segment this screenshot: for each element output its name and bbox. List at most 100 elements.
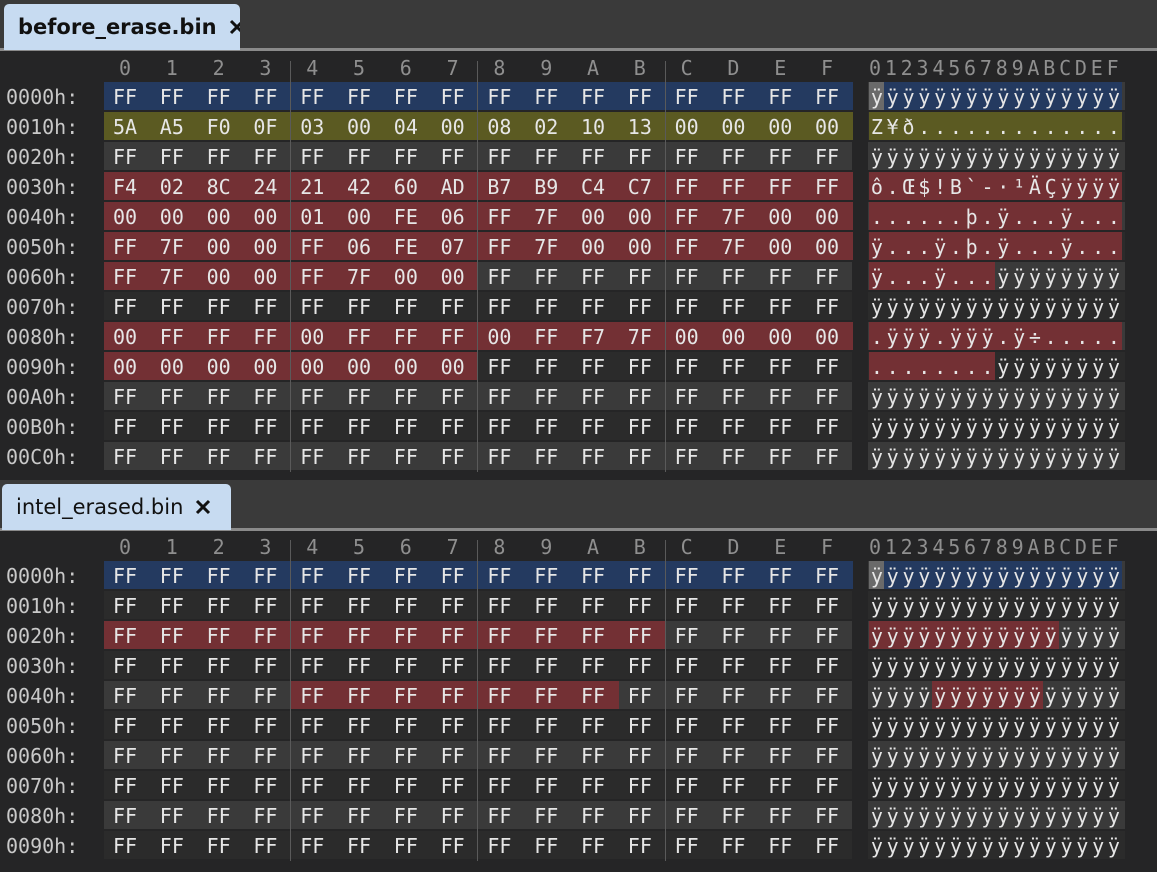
byte[interactable]: FF: [253, 654, 278, 678]
byte[interactable]: FF: [440, 564, 465, 588]
byte[interactable]: FF: [768, 415, 793, 439]
byte[interactable]: FF: [253, 385, 278, 409]
byte[interactable]: 00: [721, 325, 746, 349]
byte[interactable]: FF: [534, 415, 559, 439]
byte[interactable]: FF: [113, 774, 138, 798]
byte[interactable]: FF: [440, 774, 465, 798]
byte[interactable]: FF: [815, 804, 840, 828]
byte[interactable]: FF: [581, 445, 606, 469]
byte[interactable]: FF: [721, 714, 746, 738]
byte[interactable]: FF: [393, 145, 418, 169]
byte[interactable]: FE: [393, 205, 418, 229]
byte[interactable]: 00: [581, 205, 606, 229]
file-tab[interactable]: intel_erased.bin: [2, 484, 231, 530]
byte[interactable]: FF: [206, 834, 231, 858]
byte[interactable]: FF: [393, 624, 418, 648]
byte[interactable]: FF: [159, 684, 184, 708]
byte[interactable]: 7F: [627, 325, 652, 349]
byte[interactable]: FF: [159, 804, 184, 828]
byte[interactable]: FF: [768, 564, 793, 588]
byte[interactable]: FF: [440, 714, 465, 738]
byte[interactable]: FF: [300, 445, 325, 469]
byte[interactable]: FF: [300, 654, 325, 678]
byte[interactable]: FF: [440, 85, 465, 109]
byte[interactable]: FF: [159, 85, 184, 109]
byte[interactable]: FF: [534, 564, 559, 588]
byte[interactable]: FF: [206, 295, 231, 319]
byte[interactable]: FF: [253, 774, 278, 798]
byte[interactable]: C7: [627, 175, 652, 199]
byte[interactable]: 00: [674, 325, 699, 349]
byte[interactable]: FF: [113, 714, 138, 738]
byte[interactable]: 00: [393, 265, 418, 289]
byte[interactable]: FF: [768, 654, 793, 678]
byte[interactable]: FF: [113, 744, 138, 768]
byte[interactable]: FF: [627, 355, 652, 379]
byte[interactable]: FF: [487, 684, 512, 708]
byte[interactable]: FF: [815, 834, 840, 858]
byte[interactable]: FF: [393, 744, 418, 768]
byte[interactable]: FF: [300, 85, 325, 109]
byte[interactable]: 00: [768, 325, 793, 349]
byte[interactable]: FF: [347, 624, 372, 648]
byte[interactable]: FF: [113, 265, 138, 289]
byte[interactable]: 00: [768, 235, 793, 259]
byte[interactable]: FF: [487, 415, 512, 439]
byte[interactable]: FF: [159, 325, 184, 349]
byte[interactable]: FF: [347, 295, 372, 319]
byte[interactable]: FF: [113, 624, 138, 648]
byte[interactable]: 00: [768, 205, 793, 229]
byte[interactable]: FF: [347, 415, 372, 439]
byte[interactable]: FF: [581, 834, 606, 858]
byte[interactable]: FF: [113, 445, 138, 469]
byte[interactable]: FF: [113, 85, 138, 109]
byte[interactable]: FF: [206, 325, 231, 349]
byte[interactable]: FF: [768, 624, 793, 648]
byte[interactable]: 00: [815, 205, 840, 229]
byte[interactable]: 00: [768, 115, 793, 139]
byte[interactable]: FF: [206, 744, 231, 768]
byte[interactable]: FF: [206, 445, 231, 469]
byte[interactable]: FF: [113, 385, 138, 409]
byte[interactable]: FF: [113, 564, 138, 588]
byte[interactable]: FF: [627, 415, 652, 439]
byte[interactable]: FF: [300, 415, 325, 439]
byte[interactable]: FF: [815, 415, 840, 439]
byte[interactable]: FF: [347, 654, 372, 678]
byte[interactable]: FF: [627, 834, 652, 858]
byte[interactable]: FF: [393, 295, 418, 319]
byte[interactable]: FF: [768, 774, 793, 798]
byte[interactable]: FF: [206, 684, 231, 708]
byte[interactable]: FF: [347, 85, 372, 109]
byte[interactable]: 21: [300, 175, 325, 199]
byte[interactable]: FF: [768, 295, 793, 319]
byte[interactable]: FF: [440, 684, 465, 708]
byte[interactable]: FF: [206, 714, 231, 738]
byte[interactable]: FF: [674, 265, 699, 289]
byte[interactable]: 00: [674, 115, 699, 139]
byte[interactable]: 00: [627, 235, 652, 259]
byte[interactable]: FF: [674, 834, 699, 858]
byte[interactable]: 00: [815, 235, 840, 259]
byte[interactable]: FF: [674, 714, 699, 738]
byte[interactable]: FF: [581, 385, 606, 409]
byte[interactable]: FF: [253, 564, 278, 588]
byte[interactable]: 00: [206, 235, 231, 259]
byte[interactable]: FF: [721, 385, 746, 409]
byte[interactable]: FF: [768, 684, 793, 708]
byte[interactable]: FF: [487, 235, 512, 259]
byte[interactable]: FF: [300, 594, 325, 618]
byte[interactable]: FF: [159, 385, 184, 409]
byte[interactable]: FF: [300, 684, 325, 708]
byte[interactable]: FF: [206, 624, 231, 648]
byte[interactable]: 5A: [113, 115, 138, 139]
byte[interactable]: 00: [721, 115, 746, 139]
byte[interactable]: FF: [815, 265, 840, 289]
byte[interactable]: FF: [253, 714, 278, 738]
byte[interactable]: FF: [815, 295, 840, 319]
byte[interactable]: FF: [581, 355, 606, 379]
byte[interactable]: FF: [347, 385, 372, 409]
byte[interactable]: FF: [440, 445, 465, 469]
byte[interactable]: FF: [721, 744, 746, 768]
byte[interactable]: FF: [253, 295, 278, 319]
